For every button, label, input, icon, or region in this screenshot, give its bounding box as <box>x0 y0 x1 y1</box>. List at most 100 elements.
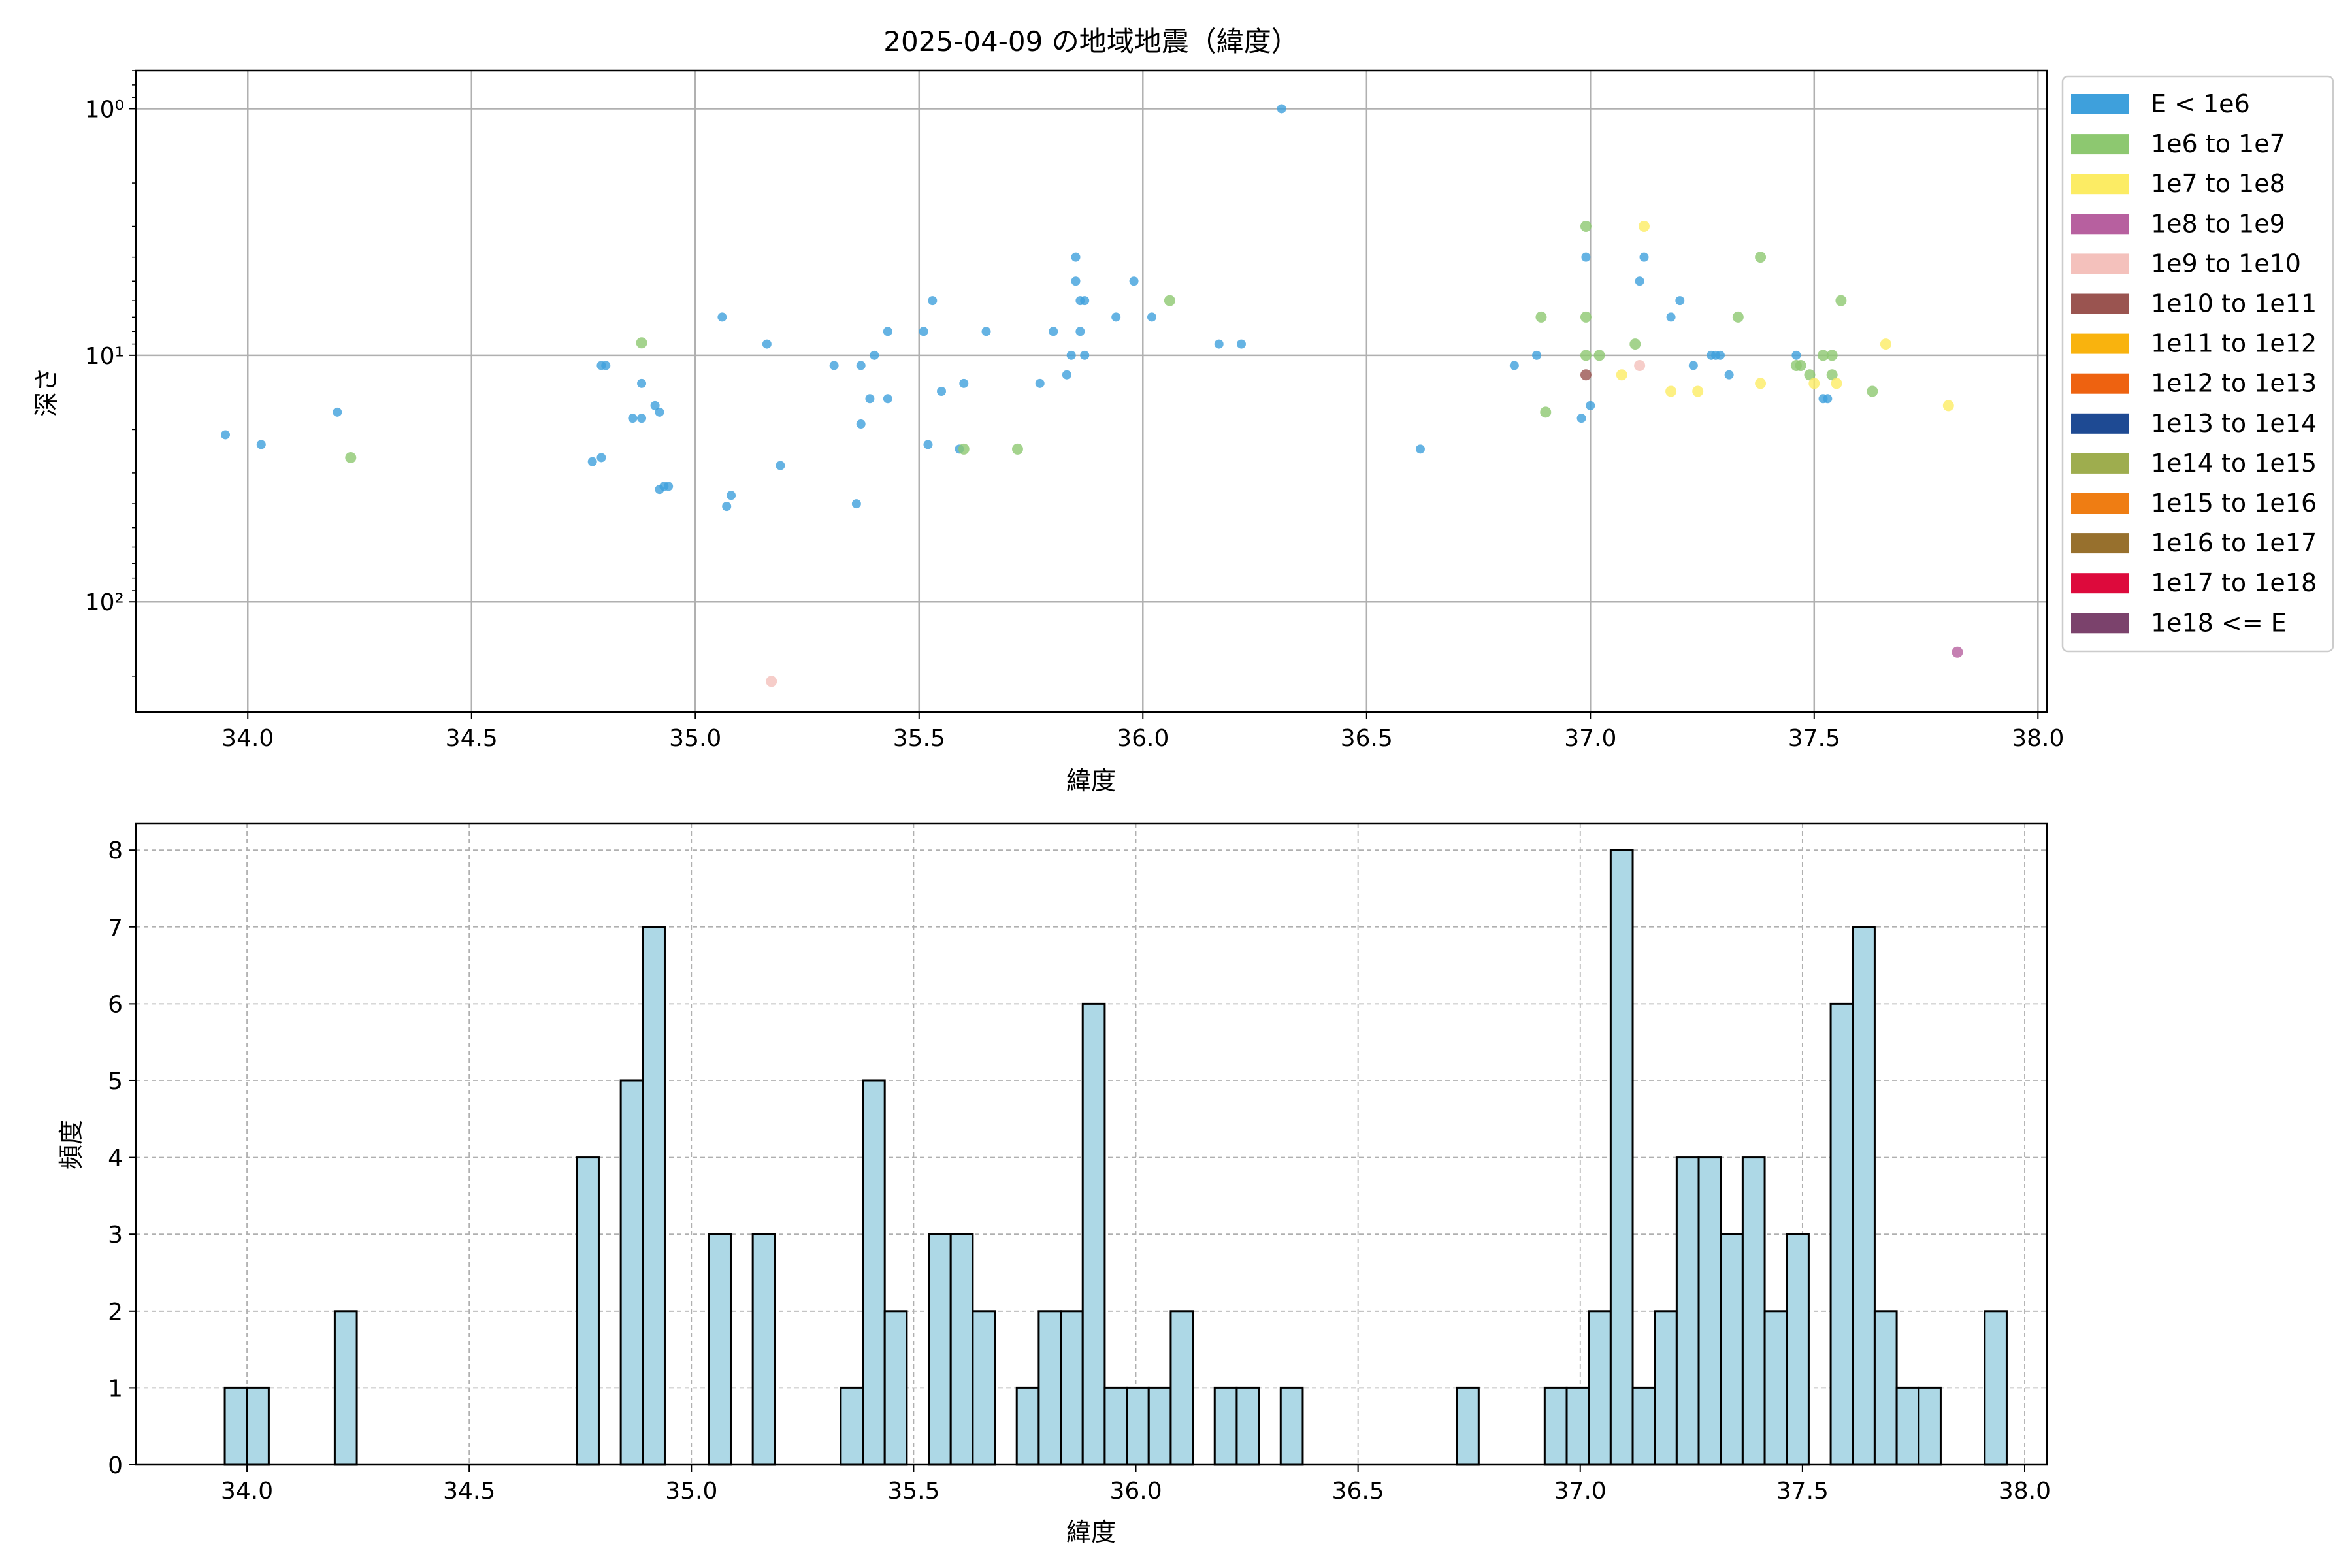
scatter-point <box>637 414 647 423</box>
scatter-point <box>1688 361 1698 370</box>
histogram-x-tick-label: 34.5 <box>443 1478 495 1505</box>
histogram-bar <box>619 1079 644 1466</box>
scatter-point <box>1675 296 1685 306</box>
legend-swatch <box>2071 214 2129 235</box>
scatter-x-ticks: 34.0 34.5 35.0 35.5 36.0 36.5 37.0 37.5 38.0 <box>221 712 2064 752</box>
histogram-bar <box>1631 1386 1656 1466</box>
scatter-x-tick-label: 35.5 <box>893 725 945 752</box>
scatter-point <box>1867 385 1878 397</box>
scatter-point <box>1580 221 1592 233</box>
histogram-bar <box>1213 1386 1238 1466</box>
legend-label: 1e15 to 1e16 <box>2151 489 2317 517</box>
scatter-point <box>1164 295 1175 306</box>
scatter-x-tick-label: 35.0 <box>669 725 721 752</box>
scatter-point <box>865 394 875 404</box>
scatter-point <box>1147 312 1156 322</box>
scatter-point <box>958 443 970 455</box>
scatter-point <box>1808 378 1820 389</box>
scatter-point <box>1580 350 1592 361</box>
scatter-point <box>856 361 866 370</box>
scatter-point <box>717 312 727 322</box>
histogram-bar <box>1060 1310 1084 1466</box>
scatter-point <box>637 378 647 388</box>
histogram-bar <box>928 1233 952 1466</box>
legend-label: 1e13 to 1e14 <box>2151 409 2317 438</box>
histogram-bar <box>840 1386 864 1466</box>
scatter-point <box>1616 369 1627 381</box>
scatter-point <box>762 339 772 349</box>
histogram-bar <box>1103 1386 1128 1466</box>
histogram-bar <box>1675 1156 1700 1466</box>
scatter-point <box>727 491 736 500</box>
scatter-point <box>1532 350 1542 360</box>
histogram-y-tick-label: 1 <box>108 1375 123 1402</box>
legend-swatch <box>2071 293 2129 314</box>
histogram-x-tick-label: 34.0 <box>221 1478 273 1505</box>
scatter-x-label: 緯度 <box>1066 766 1116 795</box>
histogram-plot-frame <box>135 822 2048 1466</box>
scatter-plot-frame <box>135 69 2048 713</box>
scatter-point <box>587 457 597 466</box>
legend-label: 1e14 to 1e15 <box>2151 449 2317 478</box>
scatter-point <box>1639 252 1649 262</box>
histogram-bar <box>1654 1310 1678 1466</box>
scatter-point <box>1129 276 1139 286</box>
histogram-y-tick-label: 0 <box>108 1452 123 1479</box>
scatter-x-tick-label: 37.0 <box>1564 725 1616 752</box>
scatter-point <box>1509 361 1519 370</box>
histogram-y-tick-label: 6 <box>108 991 123 1018</box>
legend-label: 1e7 to 1e8 <box>2151 169 2285 198</box>
scatter-x-tick-label: 34.0 <box>221 725 274 752</box>
histogram-bar <box>1081 1002 1106 1466</box>
scatter-point <box>1593 350 1605 361</box>
scatter-title: 2025-04-09 の地域地震（緯度） <box>883 25 1298 57</box>
histogram-x-tick-label: 35.0 <box>665 1478 717 1505</box>
legend-swatch <box>2071 453 2129 474</box>
legend-swatch <box>2071 134 2129 155</box>
scatter-point <box>883 394 892 404</box>
scatter-point <box>1791 350 1801 360</box>
scatter-point <box>1795 359 1806 371</box>
histogram-y-tick-label: 5 <box>108 1068 123 1095</box>
scatter-points <box>221 104 1963 687</box>
scatter-point <box>1580 369 1592 381</box>
histogram-x-tick-label: 36.5 <box>1332 1478 1384 1505</box>
histogram-bar <box>1763 1310 1788 1466</box>
histogram-x-tick-label: 38.0 <box>1999 1478 2051 1505</box>
scatter-x-tick-label: 36.0 <box>1117 725 1169 752</box>
histogram-bar <box>642 926 666 1466</box>
legend-label: 1e18 <= E <box>2151 608 2287 637</box>
histogram-bar <box>1786 1233 1810 1466</box>
histogram-bar <box>1235 1386 1260 1466</box>
histogram-bar <box>1895 1386 1920 1466</box>
histogram-y-tick-label: 4 <box>108 1145 123 1172</box>
histogram-bar <box>1852 926 1876 1466</box>
scatter-x-tick-label: 37.5 <box>1788 725 1840 752</box>
scatter-point <box>856 419 866 429</box>
scatter-y-tick-label: 10¹ <box>85 343 124 370</box>
scatter-point <box>1715 350 1725 360</box>
scatter-y-tick-label: 10² <box>85 589 124 616</box>
histogram-bar <box>1918 1386 1942 1466</box>
scatter-point <box>1942 400 1954 412</box>
legend-swatch <box>2071 493 2129 514</box>
histogram-bar <box>1037 1310 1062 1466</box>
scatter-point <box>1071 252 1081 262</box>
scatter-point <box>221 430 231 440</box>
legend-swatch <box>2071 253 2129 274</box>
histogram-bar <box>972 1310 996 1466</box>
scatter-point <box>937 387 947 396</box>
scatter-point <box>1576 414 1586 423</box>
histogram-bar <box>1741 1156 1766 1466</box>
legend-label: 1e11 to 1e12 <box>2151 329 2317 358</box>
scatter-point <box>1823 394 1833 404</box>
histogram-bar <box>1543 1386 1568 1466</box>
legend-label: 1e12 to 1e13 <box>2151 369 2317 398</box>
histogram-bar <box>1588 1310 1612 1466</box>
scatter-x-tick-label: 34.5 <box>446 725 498 752</box>
scatter-point <box>1535 311 1547 323</box>
scatter-point <box>1080 350 1090 360</box>
scatter-point <box>1755 252 1767 263</box>
scatter-point <box>981 327 991 336</box>
scatter-point <box>776 461 785 470</box>
